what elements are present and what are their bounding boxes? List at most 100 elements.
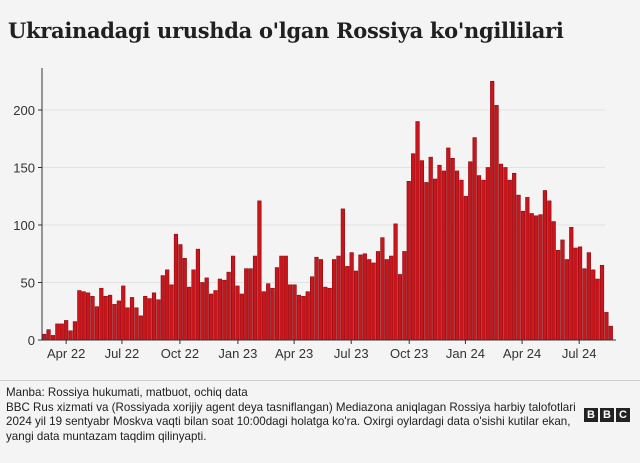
bar bbox=[441, 170, 446, 341]
bar bbox=[107, 294, 113, 341]
bar bbox=[292, 284, 297, 341]
y-tick-label: 0 bbox=[28, 333, 35, 348]
note-text: BBC Rus xizmati va (Rossiyada xorijiy ag… bbox=[6, 400, 576, 443]
bar bbox=[103, 295, 108, 341]
bar bbox=[156, 299, 161, 341]
bar bbox=[129, 297, 135, 341]
bar bbox=[323, 286, 328, 341]
bar bbox=[485, 167, 490, 341]
bar bbox=[397, 274, 403, 341]
bar bbox=[586, 252, 591, 341]
bar bbox=[305, 291, 310, 341]
bar bbox=[331, 259, 337, 341]
bar bbox=[169, 284, 174, 341]
bar bbox=[564, 259, 569, 341]
bar bbox=[310, 276, 315, 341]
bar bbox=[468, 161, 473, 341]
bar bbox=[520, 210, 526, 341]
bar bbox=[270, 287, 275, 341]
bar bbox=[560, 239, 565, 341]
footer: Manba: Rossiya hukumati, matbuot, ochiq … bbox=[6, 386, 576, 444]
x-tick-label: Apr 24 bbox=[503, 346, 541, 361]
bar bbox=[261, 291, 266, 341]
bar bbox=[542, 190, 548, 341]
bar bbox=[353, 270, 359, 341]
source-text: Manba: Rossiya hukumati, matbuot, ochiq … bbox=[6, 386, 248, 399]
bar bbox=[459, 179, 464, 341]
bar bbox=[86, 292, 91, 341]
x-tick-label: Oct 22 bbox=[161, 346, 199, 361]
bar bbox=[266, 283, 271, 341]
bar bbox=[507, 179, 512, 341]
y-tick-label: 150 bbox=[13, 161, 35, 176]
bar bbox=[389, 255, 394, 341]
bar bbox=[64, 320, 69, 341]
bar bbox=[393, 223, 398, 341]
bar bbox=[555, 250, 561, 341]
logo-letter: B bbox=[584, 408, 598, 422]
x-tick-label: Apr 23 bbox=[275, 346, 313, 361]
bar bbox=[239, 293, 244, 341]
bar bbox=[72, 321, 78, 341]
bar bbox=[301, 295, 306, 341]
chart-title: Ukrainadagi urushda o'lgan Rossiya ko'ng… bbox=[8, 18, 564, 43]
bar bbox=[165, 269, 170, 341]
bar bbox=[116, 300, 121, 341]
bar bbox=[59, 323, 64, 341]
bar bbox=[345, 266, 350, 341]
bar bbox=[419, 160, 425, 341]
bar bbox=[213, 290, 218, 341]
bar bbox=[147, 298, 152, 341]
bar bbox=[481, 179, 486, 341]
bar bbox=[204, 277, 209, 341]
bar bbox=[50, 335, 56, 341]
bar bbox=[411, 153, 416, 341]
bar bbox=[151, 292, 157, 341]
bar bbox=[406, 181, 411, 341]
y-tick-label: 50 bbox=[21, 276, 35, 291]
bar bbox=[340, 208, 345, 341]
logo-letter: B bbox=[600, 408, 614, 422]
bar bbox=[112, 304, 117, 341]
bar bbox=[358, 254, 363, 341]
x-tick-label: Jul 24 bbox=[562, 346, 597, 361]
bar bbox=[42, 333, 47, 341]
bar bbox=[288, 284, 293, 341]
bar bbox=[608, 325, 613, 341]
bar bbox=[90, 295, 95, 341]
bar bbox=[209, 293, 214, 341]
y-tick-label: 200 bbox=[13, 103, 35, 118]
bar bbox=[362, 253, 367, 341]
bar bbox=[173, 233, 179, 341]
bar bbox=[367, 259, 372, 341]
x-tick-label: Jul 23 bbox=[334, 346, 369, 361]
x-tick-label: Oct 23 bbox=[390, 346, 428, 361]
bar bbox=[595, 278, 600, 341]
bar bbox=[463, 195, 468, 341]
bar bbox=[525, 197, 530, 341]
bar bbox=[121, 285, 126, 341]
bar bbox=[296, 294, 302, 341]
bar bbox=[187, 286, 192, 341]
bar bbox=[327, 287, 332, 341]
bar bbox=[143, 295, 148, 341]
x-tick-label: Jan 23 bbox=[218, 346, 257, 361]
bar bbox=[160, 275, 165, 341]
bar bbox=[402, 251, 407, 341]
bar bbox=[244, 268, 249, 341]
bar bbox=[384, 259, 389, 341]
bar bbox=[200, 282, 205, 341]
bar bbox=[437, 164, 442, 341]
bar bbox=[599, 264, 605, 341]
bar bbox=[375, 251, 381, 341]
bar bbox=[573, 247, 578, 341]
x-tick-label: Jul 22 bbox=[105, 346, 140, 361]
x-tick-label: Jan 24 bbox=[446, 346, 485, 361]
bar bbox=[81, 291, 86, 341]
bar bbox=[415, 121, 420, 341]
divider bbox=[0, 380, 640, 381]
x-tick-label: Apr 22 bbox=[47, 346, 85, 361]
bar bbox=[454, 170, 460, 341]
bar bbox=[494, 105, 499, 341]
bar bbox=[512, 172, 517, 341]
